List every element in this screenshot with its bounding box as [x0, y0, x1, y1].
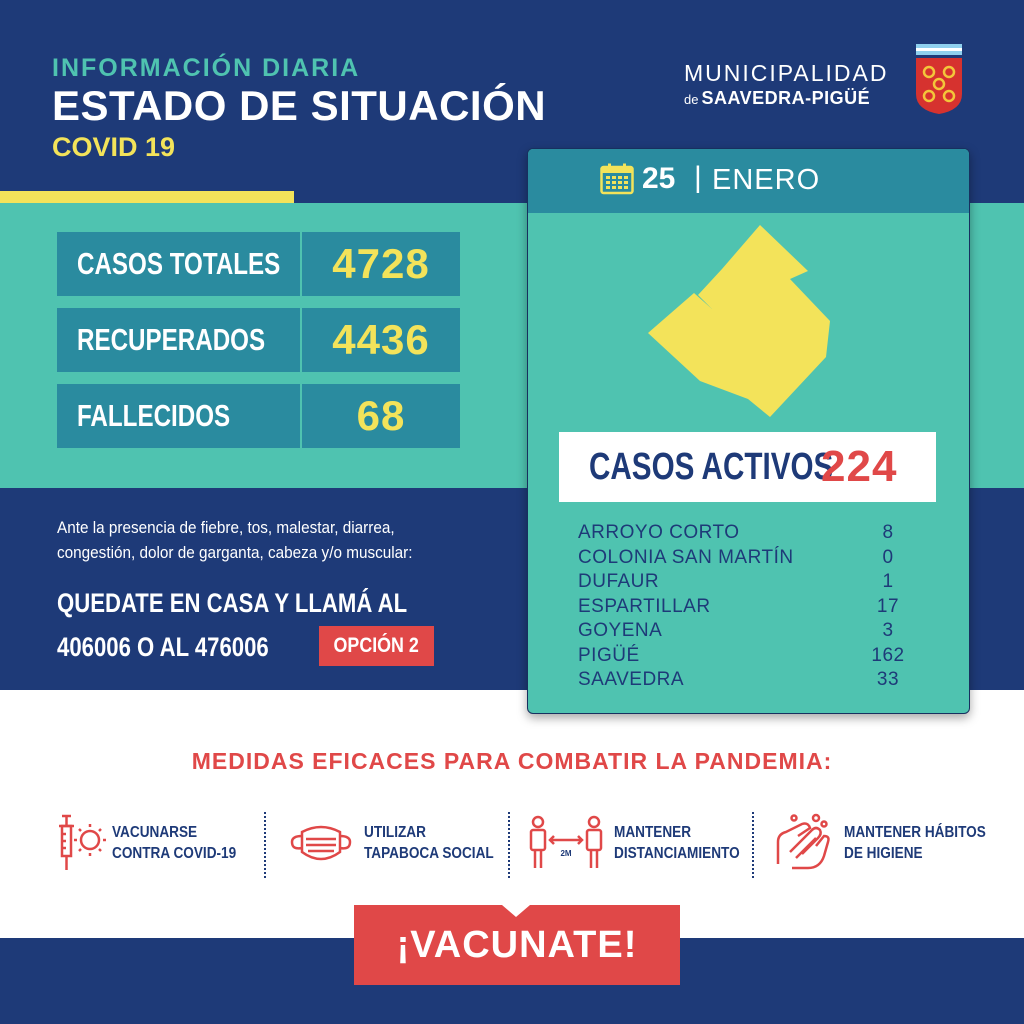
page-subtitle: COVID 19 — [52, 132, 176, 162]
municipality-title: MUNICIPALIDAD — [684, 60, 889, 86]
list-item: PIGÜÉ 162 — [578, 645, 918, 670]
locality-name: PIGÜÉ — [578, 644, 640, 666]
district-map-icon — [648, 225, 830, 417]
stat-label: CASOS TOTALES — [57, 232, 300, 296]
calendar-icon — [600, 163, 634, 195]
divider — [752, 812, 754, 878]
advice-line: congestión, dolor de garganta, cabeza y/… — [57, 543, 413, 562]
locality-value: 17 — [876, 595, 900, 617]
locality-value: 0 — [882, 546, 894, 568]
measures-title: MEDIDAS EFICACES PARA COMBATIR LA PANDEM… — [191, 748, 833, 774]
measure-hygiene: MANTENER HÁBITOS DE HIGIENE — [772, 812, 1002, 878]
municipality-de: de — [684, 92, 699, 107]
list-item: ESPARTILLAR 17 — [578, 596, 918, 621]
stat-value: 4728 — [302, 232, 460, 296]
locality-value: 1 — [882, 571, 894, 592]
measures-band — [0, 690, 1024, 938]
divider — [264, 812, 266, 878]
municipality-name: de SAAVEDRA-PIGÜÉ — [684, 88, 870, 109]
measure-mask: UTILIZAR TAPABOCA SOCIAL — [288, 812, 498, 878]
locality-value: 162 — [871, 644, 905, 666]
municipality-name-text: SAAVEDRA-PIGÜÉ — [701, 88, 871, 108]
face-mask-icon — [290, 825, 352, 861]
stat-total-cases: CASOS TOTALES 4728 — [57, 232, 460, 296]
banner-notch — [502, 905, 530, 917]
card-day: 25 — [642, 162, 676, 195]
measure-line: UTILIZAR — [364, 824, 426, 841]
locality-value: 8 — [882, 522, 894, 543]
measure-line: MANTENER — [614, 824, 692, 841]
active-cases-value: 224 — [821, 442, 898, 491]
header-kicker: INFORMACIÓN DIARIA — [52, 54, 361, 82]
active-cases-box: CASOS ACTIVOS 224 — [559, 432, 936, 502]
list-item: DUFAUR 1 — [578, 571, 918, 596]
localities-list: ARROYO CORTO 8 COLONIA SAN MARTÍN 0 DUFAUR… — [578, 522, 918, 694]
distancing-icon: 2M — [529, 815, 603, 868]
vaccine-icon — [59, 814, 106, 870]
advice-call-line: QUEDATE EN CASA Y LLAMÁ AL — [57, 588, 408, 618]
option-badge: OPCIÓN 2 — [319, 626, 434, 666]
advice-line: Ante la presencia de fiebre, tos, malest… — [57, 518, 395, 537]
locality-name: SAAVEDRA — [578, 669, 685, 690]
divider — [508, 812, 510, 878]
municipality-crest-icon — [916, 44, 962, 114]
advice-text: Ante la presencia de fiebre, tos, malest… — [57, 515, 497, 565]
measure-line: MANTENER HÁBITOS — [844, 824, 986, 841]
locality-name: ESPARTILLAR — [578, 595, 711, 617]
stat-deceased: FALLECIDOS 68 — [57, 384, 460, 448]
locality-name: DUFAUR — [578, 571, 660, 592]
list-item: COLONIA SAN MARTÍN 0 — [578, 547, 918, 572]
stat-value: 4436 — [302, 308, 460, 372]
measure-line: DISTANCIAMIENTO — [614, 845, 740, 862]
card-date-separator: | — [694, 161, 702, 194]
hand-washing-icon — [776, 813, 830, 870]
measure-line: VACUNARSE — [112, 824, 198, 841]
card-month: ENERO — [712, 164, 821, 196]
advice-phone-numbers: 406006 O AL 476006 — [57, 632, 269, 662]
page-title: ESTADO DE SITUACIÓN — [52, 82, 547, 129]
stat-value: 68 — [302, 384, 460, 448]
distance-label: 2M — [560, 849, 571, 858]
measure-vaccinate: VACUNARSE CONTRA COVID-19 — [56, 812, 256, 878]
stat-label: FALLECIDOS — [57, 384, 300, 448]
active-cases-label: CASOS ACTIVOS — [589, 446, 834, 488]
list-item: GOYENA 3 — [578, 620, 918, 645]
active-cases-card: 25 | ENERO CASOS ACTIVOS 224 ARROYO CORT… — [527, 148, 970, 714]
measure-line: TAPABOCA SOCIAL — [364, 845, 494, 862]
yellow-accent-strip — [0, 191, 294, 203]
stat-label: RECUPERADOS — [57, 308, 300, 372]
locality-value: 3 — [882, 620, 894, 641]
locality-value: 33 — [876, 669, 900, 690]
locality-name: ARROYO CORTO — [578, 522, 740, 543]
stat-recovered: RECUPERADOS 4436 — [57, 308, 460, 372]
measure-line: CONTRA COVID-19 — [112, 845, 237, 862]
list-item: SAAVEDRA 33 — [578, 669, 918, 694]
vaccinate-banner: ¡VACUNATE! — [354, 905, 680, 985]
measure-line: DE HIGIENE — [844, 845, 923, 862]
card-date-header: 25 | ENERO — [528, 149, 969, 213]
measure-distancing: 2M MANTENER DISTANCIAMIENTO — [526, 812, 746, 878]
locality-name: COLONIA SAN MARTÍN — [578, 546, 794, 568]
locality-name: GOYENA — [578, 620, 663, 641]
list-item: ARROYO CORTO 8 — [578, 522, 918, 547]
